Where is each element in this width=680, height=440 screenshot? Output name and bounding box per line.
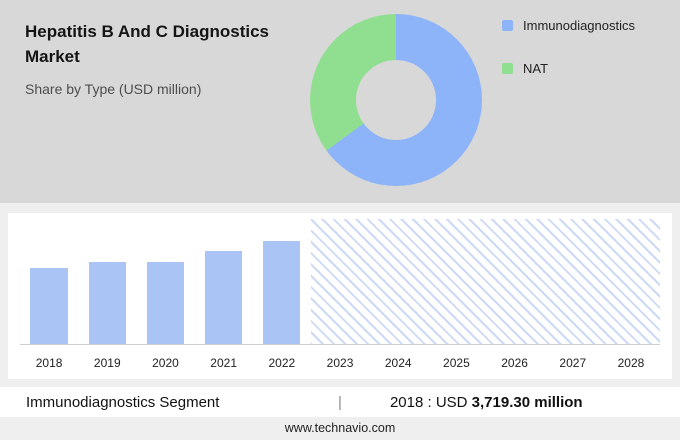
bar-column [195, 225, 253, 344]
chart-subtitle: Share by Type (USD million) [25, 81, 202, 98]
x-axis-label: 2022 [268, 356, 296, 370]
bottom-section: 2018 2019 2020 2021 2022 2023 2024 2025 2026 2027… [0, 213, 680, 440]
x-axis-label: 2020 [152, 356, 179, 370]
separator: | [338, 393, 342, 411]
bar [30, 267, 68, 344]
x-axis-labels: 2018 2019 2020 2021 2022 2023 2024 2025 2026 2027… [20, 356, 660, 370]
segment-label: Immunodiagnostics Segment [26, 393, 220, 411]
bar-column [544, 225, 602, 344]
x-axis-label: 2025 [443, 356, 470, 370]
x-axis-label: 2026 [501, 356, 528, 370]
segment-value: 2018 : USD 3,719.30 million [350, 394, 583, 411]
page-title: Hepatitis B And C Diagnostics Market [25, 22, 270, 66]
bar [146, 262, 185, 344]
bar-column [311, 225, 369, 344]
bar-column [602, 225, 660, 344]
bar [205, 250, 243, 344]
legend-label: NAT [523, 61, 549, 76]
donut-chart [310, 14, 482, 186]
bar-chart-panel: 2018 2019 2020 2021 2022 2023 2024 2025 2026 2027… [8, 213, 672, 379]
legend-swatch [502, 63, 513, 74]
chart-legend: Immunodiagnostics NAT [502, 18, 635, 104]
bar-column [486, 225, 544, 344]
top-section: Hepatitis B And C Diagnostics Market Sha… [0, 0, 680, 203]
x-axis-label: 2021 [210, 356, 237, 370]
website-link[interactable]: www.technavio.com [0, 417, 680, 440]
x-axis-label: 2028 [617, 356, 645, 370]
legend-item-immunodiagnostics: Immunodiagnostics [502, 18, 635, 33]
legend-swatch [502, 20, 513, 31]
bar-column [136, 225, 194, 344]
bar-column [20, 225, 78, 344]
bar-column [78, 225, 136, 344]
x-axis-label: 2023 [326, 356, 354, 370]
chart-header: Hepatitis B And C Diagnostics Market Sha… [25, 20, 303, 97]
legend-item-nat: NAT [502, 61, 635, 76]
legend-label: Immunodiagnostics [523, 18, 635, 33]
info-bar: Immunodiagnostics Segment | 2018 : USD 3… [0, 387, 680, 417]
bar-column [427, 225, 485, 344]
x-axis-label: 2027 [559, 356, 587, 370]
bar-plot [20, 225, 660, 345]
bar-column [253, 225, 311, 344]
donut-hole [356, 60, 436, 140]
bar-column [369, 225, 427, 344]
forecast-hatch-region [310, 219, 660, 345]
x-axis-label: 2018 [35, 356, 63, 370]
value-prefix: 2018 : USD [389, 393, 468, 411]
x-axis-label: 2019 [93, 356, 121, 370]
bar [263, 240, 301, 344]
bar [88, 261, 126, 344]
x-axis-label: 2024 [384, 356, 412, 370]
value-bold: 3,719.30 million [471, 393, 583, 411]
